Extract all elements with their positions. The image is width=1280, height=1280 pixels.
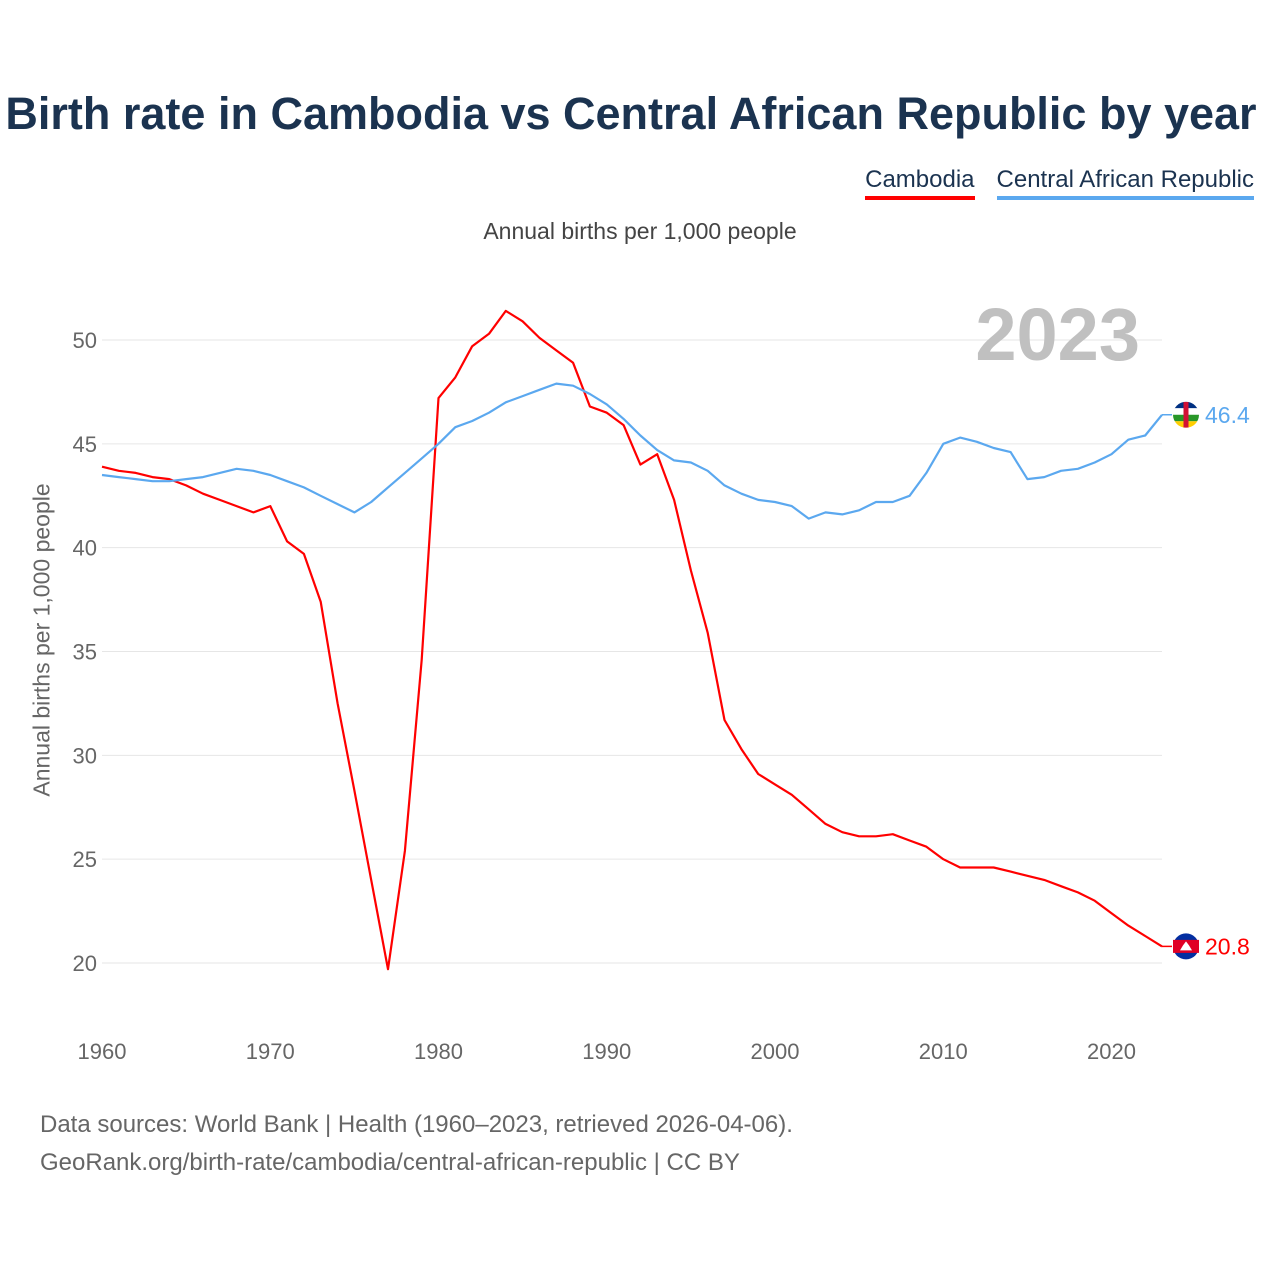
end-value-label: 20.8 xyxy=(1205,933,1250,959)
x-tick-label: 1960 xyxy=(78,1039,127,1064)
year-watermark: 2023 xyxy=(975,293,1140,376)
x-tick-label: 1970 xyxy=(246,1039,295,1064)
y-tick-label: 50 xyxy=(73,328,97,353)
x-tick-label: 2000 xyxy=(751,1039,800,1064)
chart-subtitle: Annual births per 1,000 people xyxy=(483,218,797,244)
source-line: Data sources: World Bank | Health (1960–… xyxy=(40,1111,793,1138)
angkor-wat-icon xyxy=(1180,941,1192,951)
y-tick-label: 40 xyxy=(73,536,97,561)
x-tick-label: 1980 xyxy=(414,1039,463,1064)
legend-item-cambodia[interactable]: Cambodia xyxy=(865,166,975,200)
y-tick-label: 25 xyxy=(73,847,97,872)
x-tick-label: 2010 xyxy=(919,1039,968,1064)
legend: Cambodia Central African Republic xyxy=(865,166,1254,200)
car-flag-red-stripe xyxy=(1183,401,1189,428)
y-tick-label: 35 xyxy=(73,640,97,665)
url-line[interactable]: GeoRank.org/birth-rate/cambodia/central-… xyxy=(40,1149,740,1176)
end-value-label: 46.4 xyxy=(1205,402,1250,428)
legend-item-central-african-republic[interactable]: Central African Republic xyxy=(996,166,1254,200)
series-line-central-african-republic xyxy=(101,382,1163,520)
series-line-cambodia xyxy=(101,309,1163,971)
y-tick-label: 20 xyxy=(73,951,97,976)
y-tick-label: 30 xyxy=(73,743,97,768)
x-tick-label: 2020 xyxy=(1087,1039,1136,1064)
y-tick-label: 45 xyxy=(73,432,97,457)
chart-title: Birth rate in Cambodia vs Central Africa… xyxy=(5,88,1257,139)
x-tick-label: 1990 xyxy=(582,1039,631,1064)
footer: Data sources: World Bank | Health (1960–… xyxy=(40,1106,793,1182)
